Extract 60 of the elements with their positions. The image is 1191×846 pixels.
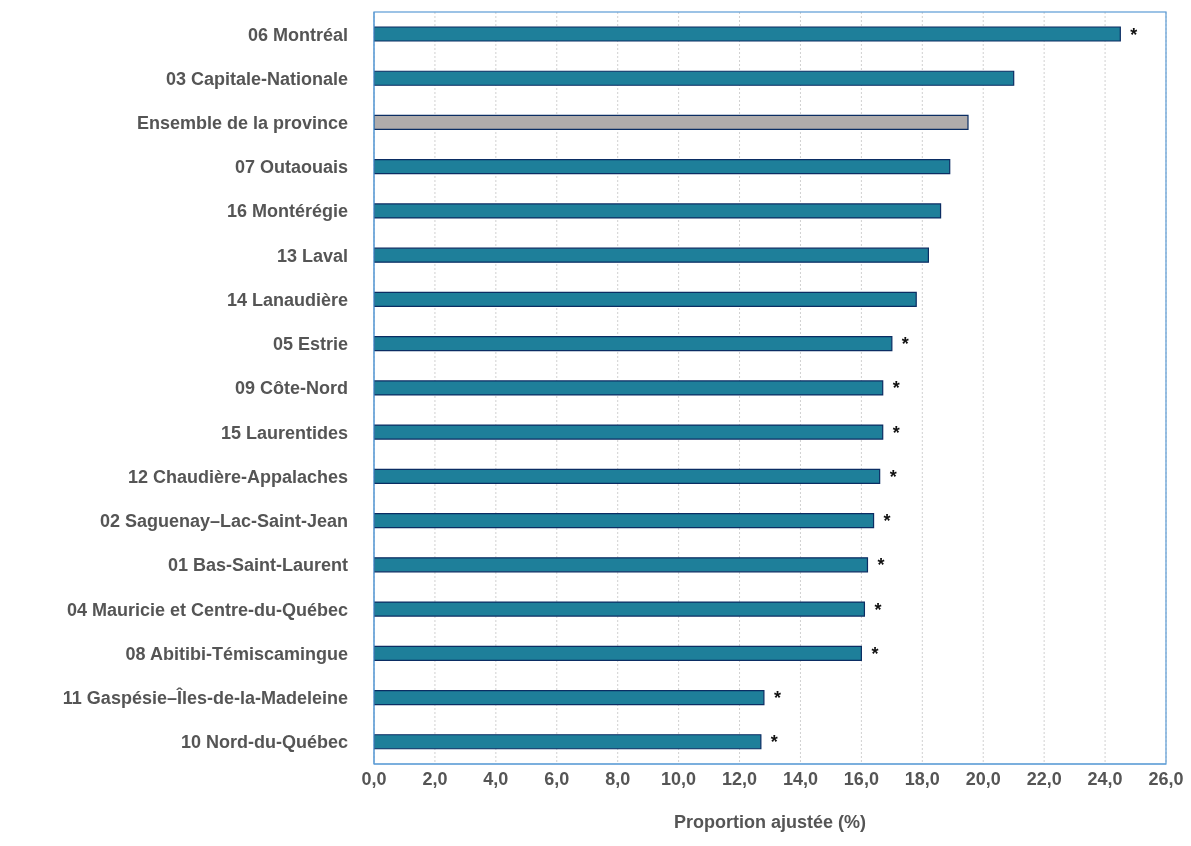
x-tick-label: 0,0 [361,768,387,789]
y-tick-label: 10 Nord-du-Québec [180,732,348,753]
y-tick-label: 09 Côte-Nord [234,378,348,399]
bar [374,159,951,175]
bar [374,689,765,706]
x-axis-title: Proportion ajustée (%) [673,812,867,832]
annotation: * [892,422,900,443]
y-tick-label: 08 Abitibi-Témiscamingue [125,643,348,664]
bar [374,70,1015,86]
x-tick-label: 6,0 [544,768,570,789]
y-tick-label: 16 Montérégie [226,201,348,222]
x-tick-label: 16,0 [843,768,879,789]
y-tick-label: 07 Outaouais [234,157,348,178]
y-tick-label: Ensemble de la province [136,112,348,133]
x-tick-label: 2,0 [422,768,448,789]
y-tick-label: 14 Lanaudière [226,289,348,310]
y-tick-label: 11 Gaspésie–Îles-de-la-Madeleine [62,687,348,709]
bar [374,468,881,484]
annotation: * [871,643,879,664]
bar [374,424,884,440]
bar [374,114,969,131]
bar [374,26,1121,42]
bar [374,557,869,573]
bar [374,601,866,617]
x-tick-label: 20,0 [965,768,1001,789]
y-tick-label: 03 Capitale-Nationale [165,68,348,89]
annotation: * [889,466,897,487]
x-tick-label: 8,0 [605,768,631,789]
x-tick-label: 10,0 [661,768,697,789]
annotation: * [1130,24,1138,45]
y-tick-label: 02 Saguenay–Lac-Saint-Jean [99,511,348,532]
annotation: * [892,378,900,399]
annotation: * [770,732,778,753]
y-tick-label: 01 Bas-Saint-Laurent [167,555,348,576]
x-tick-label: 26,0 [1148,768,1184,789]
x-tick-label: 24,0 [1087,768,1123,789]
annotation: * [773,688,781,709]
x-tick-label: 12,0 [722,768,758,789]
x-tick-label: 18,0 [904,768,940,789]
bar [374,512,875,529]
x-tick-label: 22,0 [1026,768,1062,789]
y-tick-label: 15 Laurentides [220,422,348,443]
bar [374,336,893,352]
bar [374,247,929,263]
y-tick-label: 12 Chaudière-Appalaches [127,466,348,487]
y-tick-label: 13 Laval [276,245,348,266]
annotation: * [877,555,885,576]
y-tick-label: 06 Montréal [247,24,348,45]
x-tick-label: 4,0 [483,768,509,789]
x-tick-label: 14,0 [782,768,818,789]
bar [374,203,942,219]
bar [374,645,862,661]
annotation: * [874,599,882,620]
annotation: * [901,334,909,355]
y-tick-label: 05 Estrie [272,334,348,355]
bar [374,734,762,750]
y-tick-label: 04 Mauricie et Centre-du-Québec [66,599,348,620]
bar [374,291,917,308]
annotation: * [883,511,891,532]
bar [374,380,884,396]
